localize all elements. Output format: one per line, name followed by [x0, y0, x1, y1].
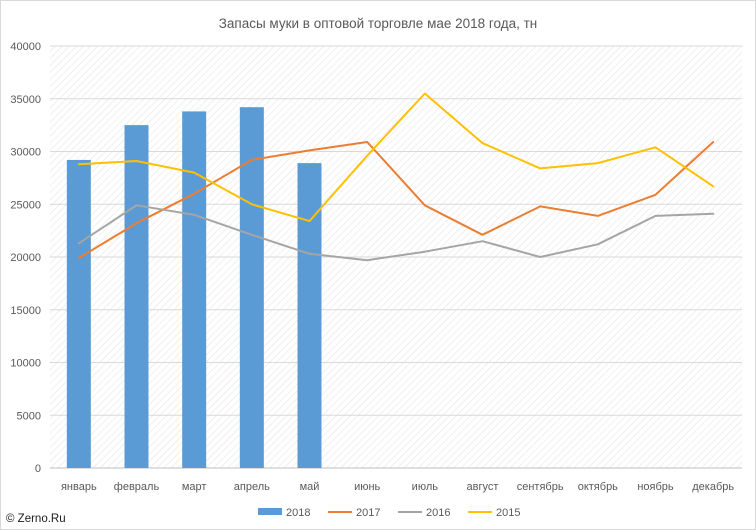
line-series — [77, 92, 715, 262]
y-tick-label: 15000 — [10, 305, 41, 317]
gridlines — [50, 45, 742, 469]
legend-item-2016: 2016 — [398, 507, 450, 519]
y-axis-ticks: 0 5000 10000 15000 20000 25000 30000 35000 40000 — [10, 41, 41, 475]
line-2015 — [77, 92, 715, 223]
legend-label: 2017 — [356, 507, 380, 519]
bar-2018 — [182, 111, 207, 468]
chart-title: Запасы муки в оптовой торговле мае 2018 … — [219, 16, 538, 31]
legend-item-2015: 2015 — [468, 507, 520, 519]
x-tick-label: февраль — [114, 481, 160, 493]
y-tick-label: 20000 — [10, 252, 41, 264]
x-axis-ticks: январь февраль март апрель май июнь июль август… — [61, 481, 734, 493]
x-tick-label: июнь — [354, 481, 380, 493]
legend: 2018 2017 2016 2015 — [258, 507, 520, 519]
y-tick-label: 5000 — [17, 410, 41, 422]
x-tick-label: август — [467, 481, 499, 493]
line-2016 — [77, 204, 715, 262]
y-tick-label: 25000 — [10, 199, 41, 211]
y-tick-label: 10000 — [10, 358, 41, 370]
bar-2018 — [297, 163, 322, 469]
bar-2018 — [239, 107, 264, 468]
y-tick-label: 40000 — [10, 41, 41, 53]
x-tick-label: октябрь — [578, 481, 618, 493]
legend-swatch — [258, 508, 282, 515]
x-tick-label: апрель — [234, 481, 270, 493]
bar-series — [66, 107, 322, 469]
legend-item-2018: 2018 — [258, 507, 310, 519]
y-tick-label: 35000 — [10, 94, 41, 106]
bar-2018 — [66, 159, 91, 468]
line-2017 — [77, 141, 715, 260]
watermark: © Zerno.Ru — [6, 513, 66, 525]
y-tick-label: 30000 — [10, 147, 41, 159]
x-tick-label: ноябрь — [637, 481, 674, 493]
x-tick-label: декабрь — [692, 481, 734, 493]
legend-label: 2015 — [496, 507, 520, 519]
bar-2018 — [124, 125, 149, 468]
x-tick-label: май — [300, 481, 320, 493]
y-tick-label: 0 — [35, 463, 41, 475]
legend-item-2017: 2017 — [328, 507, 380, 519]
x-tick-label: июль — [412, 481, 439, 493]
x-tick-label: сентябрь — [517, 481, 564, 493]
x-tick-label: январь — [61, 481, 97, 493]
legend-label: 2018 — [286, 507, 310, 519]
legend-label: 2016 — [426, 507, 450, 519]
x-tick-label: март — [182, 481, 207, 493]
